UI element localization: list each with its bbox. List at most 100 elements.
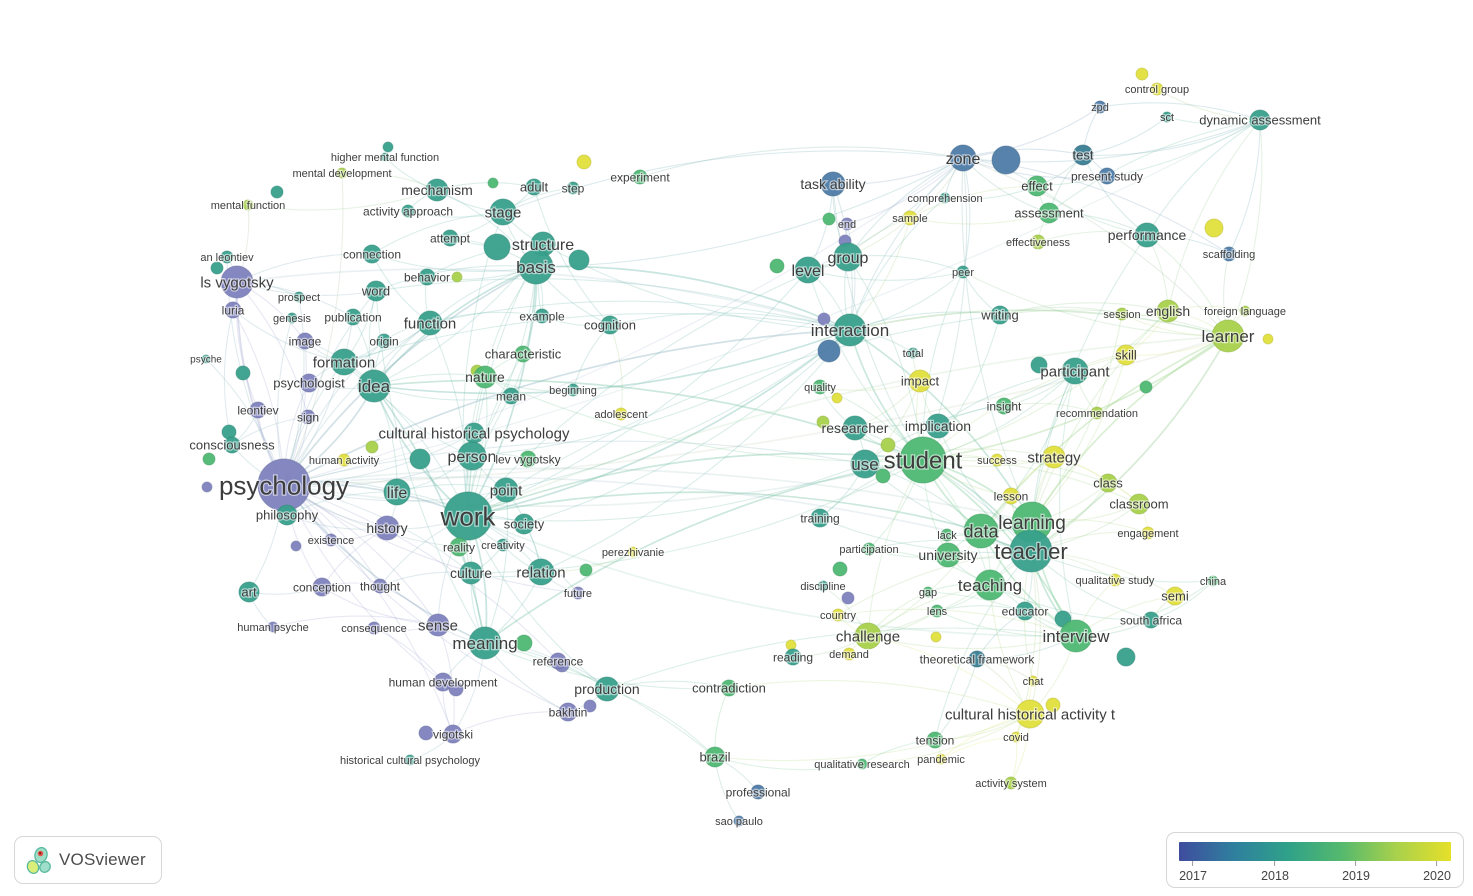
network-node[interactable] bbox=[527, 558, 555, 586]
network-node[interactable] bbox=[810, 508, 830, 528]
node-dot[interactable] bbox=[817, 339, 841, 363]
network-node[interactable] bbox=[324, 533, 338, 547]
network-node[interactable] bbox=[1239, 305, 1251, 317]
node-dot[interactable] bbox=[483, 233, 511, 261]
network-node[interactable] bbox=[558, 702, 578, 722]
network-node[interactable] bbox=[632, 169, 648, 185]
network-node[interactable] bbox=[296, 332, 314, 350]
network-node[interactable] bbox=[286, 312, 298, 324]
node-dot[interactable] bbox=[576, 154, 592, 170]
network-node[interactable] bbox=[930, 604, 944, 618]
network-node[interactable] bbox=[299, 373, 319, 393]
network-node[interactable] bbox=[362, 244, 382, 264]
node-dot[interactable] bbox=[1116, 647, 1136, 667]
network-node[interactable] bbox=[473, 365, 497, 389]
network-node[interactable] bbox=[925, 413, 951, 439]
network-node[interactable] bbox=[833, 313, 867, 347]
node-dot[interactable] bbox=[822, 212, 836, 226]
network-node[interactable] bbox=[425, 178, 449, 202]
network-node[interactable] bbox=[1142, 611, 1160, 629]
node-dot[interactable] bbox=[1139, 380, 1153, 394]
node-dot[interactable] bbox=[270, 185, 284, 199]
network-node[interactable] bbox=[1090, 406, 1104, 420]
network-node[interactable] bbox=[1030, 234, 1046, 250]
network-node[interactable] bbox=[1221, 246, 1237, 262]
network-node[interactable] bbox=[433, 672, 453, 692]
node-dot[interactable] bbox=[201, 481, 213, 493]
node-dot[interactable] bbox=[1204, 218, 1224, 238]
network-node[interactable] bbox=[489, 198, 517, 226]
network-node[interactable] bbox=[614, 407, 628, 421]
node-dot[interactable] bbox=[409, 448, 431, 470]
network-node[interactable] bbox=[600, 315, 620, 335]
network-node[interactable] bbox=[426, 613, 450, 637]
network-node[interactable] bbox=[201, 354, 211, 364]
network-node[interactable] bbox=[468, 626, 502, 660]
network-node[interactable] bbox=[1042, 445, 1066, 469]
network-node[interactable] bbox=[496, 538, 510, 552]
network-node[interactable] bbox=[242, 199, 254, 211]
network-node[interactable] bbox=[1061, 357, 1089, 385]
network-node[interactable] bbox=[380, 152, 390, 162]
network-node[interactable] bbox=[862, 542, 876, 556]
network-node[interactable] bbox=[720, 679, 738, 697]
network-node[interactable] bbox=[939, 192, 951, 204]
node-dot[interactable] bbox=[769, 258, 785, 274]
network-node[interactable] bbox=[1027, 675, 1039, 687]
network-node[interactable] bbox=[549, 652, 567, 670]
network-node[interactable] bbox=[224, 301, 242, 319]
network-node[interactable] bbox=[372, 578, 388, 594]
node-dot[interactable] bbox=[1262, 333, 1274, 345]
network-node[interactable] bbox=[995, 397, 1013, 415]
network-node[interactable] bbox=[293, 291, 305, 303]
node-dot[interactable] bbox=[418, 725, 434, 741]
node-dot[interactable] bbox=[1135, 67, 1149, 81]
network-node[interactable] bbox=[566, 383, 580, 397]
network-node[interactable] bbox=[276, 504, 298, 526]
network-node[interactable] bbox=[401, 204, 415, 218]
node-dot[interactable] bbox=[880, 437, 896, 453]
network-node[interactable] bbox=[854, 622, 882, 650]
network-node[interactable] bbox=[443, 491, 493, 541]
network-node[interactable] bbox=[312, 577, 332, 597]
node-dot[interactable] bbox=[841, 591, 855, 605]
network-node[interactable] bbox=[1015, 699, 1045, 729]
node-dot[interactable] bbox=[202, 452, 216, 466]
node-dot[interactable] bbox=[817, 312, 831, 326]
network-node[interactable] bbox=[794, 256, 822, 284]
network-node[interactable] bbox=[1115, 307, 1129, 321]
network-node[interactable] bbox=[733, 815, 745, 827]
network-node[interactable] bbox=[899, 436, 947, 484]
network-node[interactable] bbox=[1165, 586, 1185, 606]
network-node[interactable] bbox=[336, 167, 348, 179]
network-node[interactable] bbox=[922, 586, 934, 598]
network-node[interactable] bbox=[1026, 175, 1048, 197]
node-dot[interactable] bbox=[583, 699, 597, 713]
network-node[interactable] bbox=[571, 586, 585, 600]
node-dot[interactable] bbox=[991, 145, 1021, 175]
network-node[interactable] bbox=[963, 513, 999, 549]
network-node[interactable] bbox=[344, 308, 362, 326]
node-dot[interactable] bbox=[487, 177, 499, 189]
node-dot[interactable] bbox=[579, 563, 593, 577]
network-node[interactable] bbox=[842, 647, 856, 661]
network-node[interactable] bbox=[1211, 319, 1245, 353]
network-node[interactable] bbox=[1141, 526, 1155, 540]
network-node[interactable] bbox=[418, 268, 436, 286]
network-node[interactable] bbox=[1207, 575, 1219, 587]
network-node[interactable] bbox=[704, 746, 726, 768]
network-node[interactable] bbox=[990, 453, 1004, 467]
network-node[interactable] bbox=[1161, 111, 1173, 123]
node-dot[interactable] bbox=[365, 440, 379, 454]
network-node[interactable] bbox=[1156, 299, 1180, 323]
network-node[interactable] bbox=[220, 250, 234, 264]
network-node[interactable] bbox=[940, 528, 954, 542]
network-node[interactable] bbox=[365, 280, 387, 302]
network-node[interactable] bbox=[1108, 573, 1122, 587]
network-node[interactable] bbox=[974, 569, 1006, 601]
node-dot[interactable] bbox=[816, 415, 830, 429]
node-dot[interactable] bbox=[235, 365, 251, 381]
network-node[interactable] bbox=[449, 537, 469, 557]
network-node[interactable] bbox=[223, 436, 241, 454]
